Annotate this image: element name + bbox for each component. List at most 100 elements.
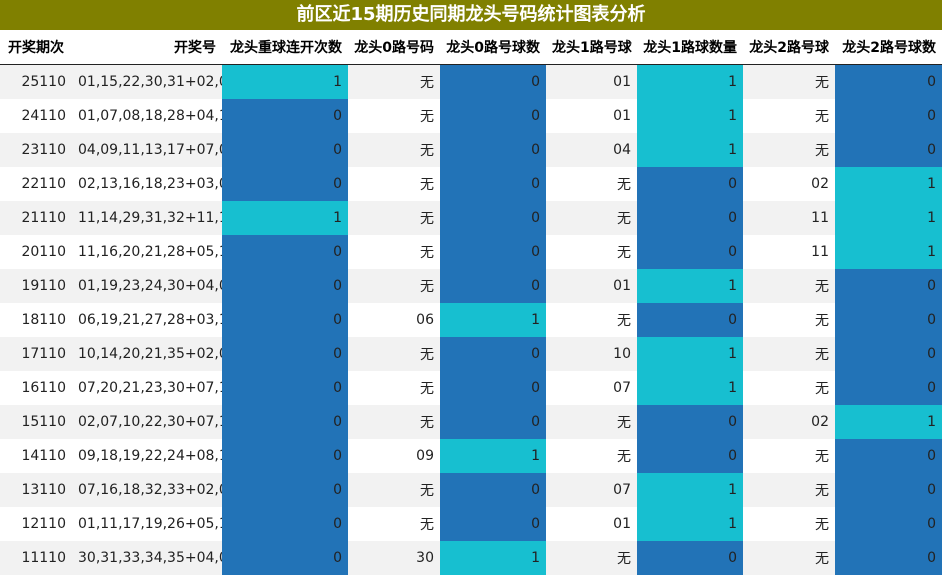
- route0-count-cell: 0: [440, 337, 546, 371]
- header-route0-number: 龙头0路号码: [348, 30, 440, 65]
- table-row: 12110 01,11,17,19,26+05,12 0 无 0 01 1 无 0: [0, 507, 942, 541]
- repeat-count-cell: 0: [222, 541, 348, 575]
- route2-count-cell: 1: [835, 167, 942, 201]
- repeat-count-cell: 0: [222, 133, 348, 167]
- route2-number-cell: 无: [743, 507, 835, 541]
- route0-count-cell: 0: [440, 473, 546, 507]
- table-row: 21110 11,14,29,31,32+11,12 1 无 0 无 0 11 1: [0, 201, 942, 235]
- header-row: 开奖期次 开奖号 龙头重球连开次数 龙头0路号码 龙头0路号球数 龙头1路号球 …: [0, 30, 942, 65]
- draw-numbers-cell: 01,11,17,19,26+05,12: [72, 507, 222, 541]
- route1-number-cell: 无: [546, 201, 637, 235]
- table-row: 14110 09,18,19,22,24+08,11 0 09 1 无 0 无 0: [0, 439, 942, 473]
- header-route1-number: 龙头1路号球: [546, 30, 637, 65]
- route2-count-cell: 0: [835, 303, 942, 337]
- route2-count-cell: 1: [835, 405, 942, 439]
- table-row: 11110 30,31,33,34,35+04,07 0 30 1 无 0 无 0: [0, 541, 942, 575]
- table-row: 22110 02,13,16,18,23+03,06 0 无 0 无 0 02 1: [0, 167, 942, 201]
- route1-number-cell: 无: [546, 167, 637, 201]
- route2-number-cell: 无: [743, 473, 835, 507]
- repeat-count-cell: 0: [222, 167, 348, 201]
- route2-number-cell: 无: [743, 269, 835, 303]
- route2-count-cell: 1: [835, 201, 942, 235]
- route2-count-cell: 0: [835, 133, 942, 167]
- route2-count-cell: 0: [835, 99, 942, 133]
- route0-count-cell: 0: [440, 167, 546, 201]
- route1-number-cell: 07: [546, 371, 637, 405]
- draw-numbers-cell: 30,31,33,34,35+04,07: [72, 541, 222, 575]
- issue-cell: 22110: [0, 167, 72, 201]
- repeat-count-cell: 0: [222, 303, 348, 337]
- route1-number-cell: 07: [546, 473, 637, 507]
- draw-numbers-cell: 02,07,10,22,30+07,11: [72, 405, 222, 439]
- issue-cell: 12110: [0, 507, 72, 541]
- draw-numbers-cell: 01,15,22,30,31+02,08: [72, 64, 222, 99]
- route2-number-cell: 11: [743, 201, 835, 235]
- table-body: 25110 01,15,22,30,31+02,08 1 无 0 01 1 无 0 24110 01…: [0, 64, 942, 575]
- route0-count-cell: 0: [440, 269, 546, 303]
- route1-number-cell: 01: [546, 269, 637, 303]
- draw-numbers-cell: 10,14,20,21,35+02,05: [72, 337, 222, 371]
- route1-number-cell: 无: [546, 541, 637, 575]
- issue-cell: 11110: [0, 541, 72, 575]
- route0-count-cell: 0: [440, 371, 546, 405]
- table-row: 23110 04,09,11,13,17+07,08 0 无 0 04 1 无 0: [0, 133, 942, 167]
- route2-count-cell: 0: [835, 541, 942, 575]
- header-repeat-count: 龙头重球连开次数: [222, 30, 348, 65]
- route0-number-cell: 无: [348, 337, 440, 371]
- table-row: 25110 01,15,22,30,31+02,08 1 无 0 01 1 无 0: [0, 64, 942, 99]
- route1-count-cell: 0: [637, 167, 743, 201]
- repeat-count-cell: 0: [222, 405, 348, 439]
- table-row: 13110 07,16,18,32,33+02,07 0 无 0 07 1 无 0: [0, 473, 942, 507]
- header-draw-numbers: 开奖号: [72, 30, 222, 65]
- table-row: 19110 01,19,23,24,30+04,05 0 无 0 01 1 无 0: [0, 269, 942, 303]
- repeat-count-cell: 0: [222, 269, 348, 303]
- route0-count-cell: 1: [440, 439, 546, 473]
- route0-count-cell: 0: [440, 405, 546, 439]
- draw-numbers-cell: 07,20,21,23,30+07,10: [72, 371, 222, 405]
- route2-number-cell: 无: [743, 541, 835, 575]
- header-route0-count: 龙头0路号球数: [440, 30, 546, 65]
- draw-numbers-cell: 04,09,11,13,17+07,08: [72, 133, 222, 167]
- issue-cell: 15110: [0, 405, 72, 439]
- table-row: 15110 02,07,10,22,30+07,11 0 无 0 无 0 02 1: [0, 405, 942, 439]
- repeat-count-cell: 0: [222, 235, 348, 269]
- route0-number-cell: 无: [348, 269, 440, 303]
- table-row: 17110 10,14,20,21,35+02,05 0 无 0 10 1 无 0: [0, 337, 942, 371]
- route1-count-cell: 0: [637, 405, 743, 439]
- route0-count-cell: 1: [440, 303, 546, 337]
- repeat-count-cell: 1: [222, 64, 348, 99]
- route0-number-cell: 09: [348, 439, 440, 473]
- draw-numbers-cell: 07,16,18,32,33+02,07: [72, 473, 222, 507]
- issue-cell: 21110: [0, 201, 72, 235]
- route1-count-cell: 1: [637, 64, 743, 99]
- header-route2-number: 龙头2路号球: [743, 30, 835, 65]
- table-row: 24110 01,07,08,18,28+04,12 0 无 0 01 1 无 0: [0, 99, 942, 133]
- route0-number-cell: 无: [348, 235, 440, 269]
- table-row: 20110 11,16,20,21,28+05,11 0 无 0 无 0 11 1: [0, 235, 942, 269]
- repeat-count-cell: 0: [222, 439, 348, 473]
- route1-number-cell: 04: [546, 133, 637, 167]
- draw-numbers-cell: 01,07,08,18,28+04,12: [72, 99, 222, 133]
- table-row: 16110 07,20,21,23,30+07,10 0 无 0 07 1 无 0: [0, 371, 942, 405]
- chart-title: 前区近15期历史同期龙头号码统计图表分析: [0, 0, 942, 30]
- route0-number-cell: 无: [348, 371, 440, 405]
- route2-count-cell: 0: [835, 337, 942, 371]
- issue-cell: 20110: [0, 235, 72, 269]
- issue-cell: 19110: [0, 269, 72, 303]
- header-route2-count: 龙头2路号球数: [835, 30, 942, 65]
- repeat-count-cell: 0: [222, 99, 348, 133]
- route0-number-cell: 无: [348, 405, 440, 439]
- route0-number-cell: 06: [348, 303, 440, 337]
- issue-cell: 25110: [0, 64, 72, 99]
- route2-count-cell: 0: [835, 439, 942, 473]
- route2-count-cell: 0: [835, 371, 942, 405]
- draw-numbers-cell: 06,19,21,27,28+03,11: [72, 303, 222, 337]
- route0-number-cell: 无: [348, 167, 440, 201]
- route2-number-cell: 无: [743, 439, 835, 473]
- route1-count-cell: 1: [637, 337, 743, 371]
- route1-number-cell: 01: [546, 99, 637, 133]
- route1-count-cell: 1: [637, 99, 743, 133]
- header-route1-count: 龙头1路球数量: [637, 30, 743, 65]
- route1-number-cell: 无: [546, 439, 637, 473]
- repeat-count-cell: 0: [222, 337, 348, 371]
